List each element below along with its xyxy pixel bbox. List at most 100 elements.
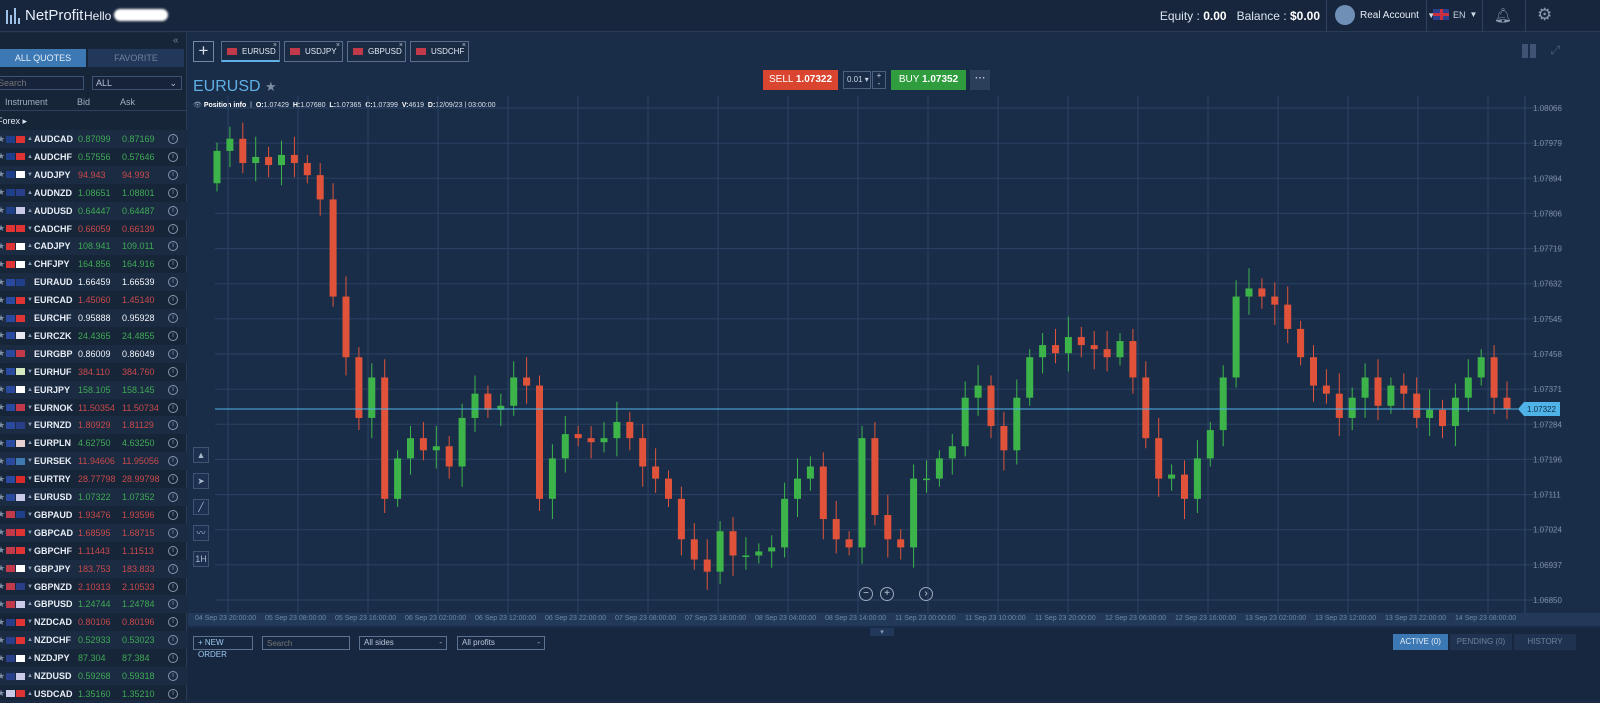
quote-row[interactable]: ★ ▲ NZDUSD 0.59268 0.59318 i (0, 667, 187, 685)
candlestick-chart[interactable]: 1.08066 1.07979 1.07894 1.07806 1.07719 1.076… (188, 96, 1600, 613)
close-icon[interactable]: × (398, 42, 403, 49)
info-icon[interactable]: i (168, 366, 178, 377)
star-icon[interactable]: ★ (0, 670, 6, 681)
info-icon[interactable]: i (168, 456, 178, 467)
layout-grid-icon[interactable] (1522, 44, 1536, 58)
star-icon[interactable]: ★ (0, 634, 6, 645)
account-selector[interactable]: Real Account ▼ (1360, 10, 1435, 21)
orders-search-input[interactable] (262, 636, 350, 650)
info-icon[interactable]: i (168, 348, 178, 359)
star-icon[interactable]: ★ (0, 581, 6, 591)
quote-row[interactable]: ★ ▲ AUDCHF 0.57556 0.57646 i (0, 148, 187, 166)
info-icon[interactable]: i (168, 581, 178, 592)
info-icon[interactable]: i (168, 671, 178, 681)
quote-row[interactable]: ★ ▲ AUDNZD 1.08651 1.08801 i (0, 184, 187, 202)
quote-row[interactable]: ★ ▲ NZDJPY 87.304 87.384 i (0, 649, 187, 667)
sell-button[interactable]: SELL 1.07322 (763, 70, 838, 90)
info-icon[interactable]: i (168, 277, 178, 288)
quote-row[interactable]: ★ ▼ GBPJPY 183.753 183.833 i (0, 559, 187, 578)
star-icon[interactable]: ★ (0, 652, 6, 663)
timeframe-icon[interactable]: 1H (193, 551, 209, 567)
avatar[interactable] (1335, 5, 1355, 25)
star-icon[interactable]: ★ (0, 545, 6, 556)
add-chart-button[interactable]: + (193, 41, 214, 62)
decrement-icon[interactable]: - (877, 79, 881, 88)
star-icon[interactable]: ★ (0, 509, 6, 520)
info-icon[interactable]: i (168, 492, 178, 502)
gear-icon[interactable]: ⚙ (1537, 5, 1553, 24)
new-order-button[interactable]: + NEW ORDER (193, 636, 253, 659)
quote-row[interactable]: ★ ▼ NZDCAD 0.80106 0.80196 i (0, 613, 187, 631)
star-icon[interactable]: ★ (0, 384, 6, 395)
buy-button[interactable]: BUY 1.07352 (891, 70, 966, 90)
star-icon[interactable]: ★ (0, 491, 6, 502)
quote-filter-select[interactable]: ALL ⌄ (92, 76, 182, 90)
quote-row[interactable]: ★ ▼ GBPAUD 1.93476 1.93596 i (0, 506, 187, 524)
info-icon[interactable]: i (168, 688, 178, 699)
more-options-button[interactable]: ⋯ (970, 70, 990, 90)
star-icon[interactable]: ★ (0, 402, 6, 412)
info-icon[interactable]: i (168, 134, 178, 144)
quote-row[interactable]: ★ ▼ EURNOK 11.50354 11.50734 i (0, 399, 187, 417)
star-icon[interactable]: ★ (0, 473, 6, 484)
info-icon[interactable]: i (168, 545, 178, 556)
star-icon[interactable]: ★ (0, 688, 6, 699)
info-icon[interactable]: i (168, 438, 178, 449)
indicators-icon[interactable]: 〰 (193, 525, 209, 541)
fullscreen-icon[interactable]: ⤢ (1550, 43, 1560, 57)
quote-row[interactable]: ★ ▼ EURSEK 11.94606 11.95056 i (0, 452, 187, 471)
quote-row[interactable]: ★ ▲ EURPLN 4.62750 4.63250 i (0, 434, 187, 452)
close-icon[interactable]: × (461, 42, 466, 49)
info-icon[interactable]: i (168, 384, 178, 395)
quote-row[interactable]: ★ ▲ EURCZK 24.4365 24.4855 i (0, 327, 187, 345)
quote-row[interactable]: ★ ▲ USDCAD 1.35160 1.35210 i (0, 685, 187, 703)
zoom-out-icon[interactable]: − (859, 587, 873, 601)
quote-row[interactable]: ★ ▲ EURUSD 1.07322 1.07352 i (0, 488, 187, 506)
bell-icon[interactable]: 🔔︎ (1494, 7, 1512, 23)
quantity-select[interactable]: 0.01 ▾ (843, 71, 871, 89)
quote-row[interactable]: ★ ▼ EURNZD 1.80929 1.81129 i (0, 416, 187, 435)
quote-row[interactable]: ★ ▼ EURHUF 384.110 384.760 i (0, 363, 187, 381)
info-icon[interactable]: i (168, 653, 178, 664)
star-icon[interactable]: ★ (0, 312, 6, 323)
tab-favorite[interactable]: FAVORITE (88, 49, 184, 67)
info-icon[interactable]: i (168, 563, 178, 574)
info-icon[interactable]: i (168, 259, 178, 270)
info-icon[interactable]: i (168, 169, 178, 180)
chart-tab-gbpusd[interactable]: GBPUSD × (347, 41, 406, 62)
star-icon[interactable]: ★ (0, 455, 6, 466)
info-icon[interactable]: i (168, 241, 178, 252)
info-icon[interactable]: i (168, 313, 178, 323)
language-selector[interactable]: EN ▼ (1433, 9, 1477, 20)
quote-row[interactable]: ★ ▼ GBPNZD 2.10313 2.10533 i (0, 578, 187, 596)
info-icon[interactable]: i (168, 617, 178, 628)
star-icon[interactable]: ★ (0, 169, 6, 180)
star-icon[interactable]: ★ (0, 330, 6, 341)
sides-select[interactable]: All sides - (359, 636, 447, 650)
quote-row[interactable]: ★ ▼ EURTRY 28.77798 28.99798 i (0, 470, 187, 488)
star-icon[interactable]: ★ (265, 79, 277, 94)
increment-icon[interactable]: + (876, 71, 882, 80)
star-icon[interactable]: ★ (0, 419, 6, 430)
zoom-in-icon[interactable]: + (880, 587, 894, 601)
cursor-icon[interactable]: ➤ (193, 473, 209, 489)
star-icon[interactable]: ★ (0, 348, 6, 359)
quote-row[interactable]: ★ ▼ GBPCAD 1.68595 1.68715 i (0, 523, 187, 542)
quote-row[interactable]: ★ ▼ CADCHF 0.66059 0.66139 i (0, 220, 187, 238)
info-icon[interactable]: i (168, 420, 178, 431)
quote-row[interactable]: ★ EURCHF 0.95888 0.95928 i (0, 309, 187, 327)
position-info-link[interactable]: Position info (203, 102, 247, 109)
star-icon[interactable]: ★ (0, 294, 6, 305)
trendline-icon[interactable]: ╱ (193, 499, 209, 515)
star-icon[interactable]: ★ (0, 258, 6, 269)
quote-row[interactable]: ★ ▲ GBPUSD 1.24744 1.24784 i (0, 595, 187, 614)
quote-row[interactable]: ★ ▲ AUDUSD 0.64447 0.64487 i (0, 201, 187, 220)
chart-tab-eurusd[interactable]: EURUSD × (221, 41, 280, 62)
info-icon[interactable]: i (168, 223, 178, 234)
chart-tab-usdjpy[interactable]: USDJPY × (284, 41, 343, 62)
star-icon[interactable]: ★ (0, 616, 6, 627)
info-icon[interactable]: i (168, 527, 178, 538)
star-icon[interactable]: ★ (0, 563, 6, 574)
info-icon[interactable]: i (168, 205, 178, 216)
quote-row[interactable]: ★ ▲ CADJPY 108.941 109.011 i (0, 237, 187, 256)
